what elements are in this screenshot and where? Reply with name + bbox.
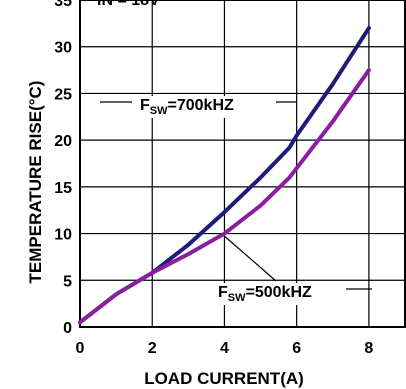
series-label-700khz: FSW=700kHZ [140, 97, 234, 117]
x-axis-title: LOAD CURRENT(A) [144, 369, 304, 388]
y-tick-label: 25 [54, 86, 72, 103]
y-tick-label: 20 [54, 133, 72, 150]
x-tick-label: 0 [76, 340, 85, 357]
x-tick-label: 4 [220, 340, 229, 357]
callout-background [137, 96, 238, 118]
y-tick-label: 35 [54, 0, 72, 10]
y-tick-label: 0 [63, 320, 72, 337]
grid [80, 0, 405, 327]
x-axis-ticks: 0 2 4 6 8 [76, 340, 374, 357]
y-axis-ticks: 0 5 10 15 20 25 30 35 [54, 0, 72, 337]
x-tick-label: 8 [364, 340, 373, 357]
x-tick-label: 2 [148, 340, 157, 357]
series-group [78, 26, 371, 325]
plot-frame [79, 0, 406, 328]
y-tick-label: 5 [63, 273, 72, 290]
callout-background [215, 283, 316, 305]
y-tick-label: 15 [54, 180, 72, 197]
y-axis-title: TEMPERATURE RISE(°C) [26, 81, 45, 284]
y-tick-label: 10 [54, 227, 72, 244]
series-line-1 [78, 68, 371, 325]
x-tick-label: 6 [292, 340, 301, 357]
top-fragment-label: IN = 18V [97, 0, 160, 9]
series-label-500khz: FSW=500kHZ [218, 284, 312, 304]
leader-line-500khz [221, 233, 277, 282]
y-tick-label: 30 [54, 40, 72, 57]
